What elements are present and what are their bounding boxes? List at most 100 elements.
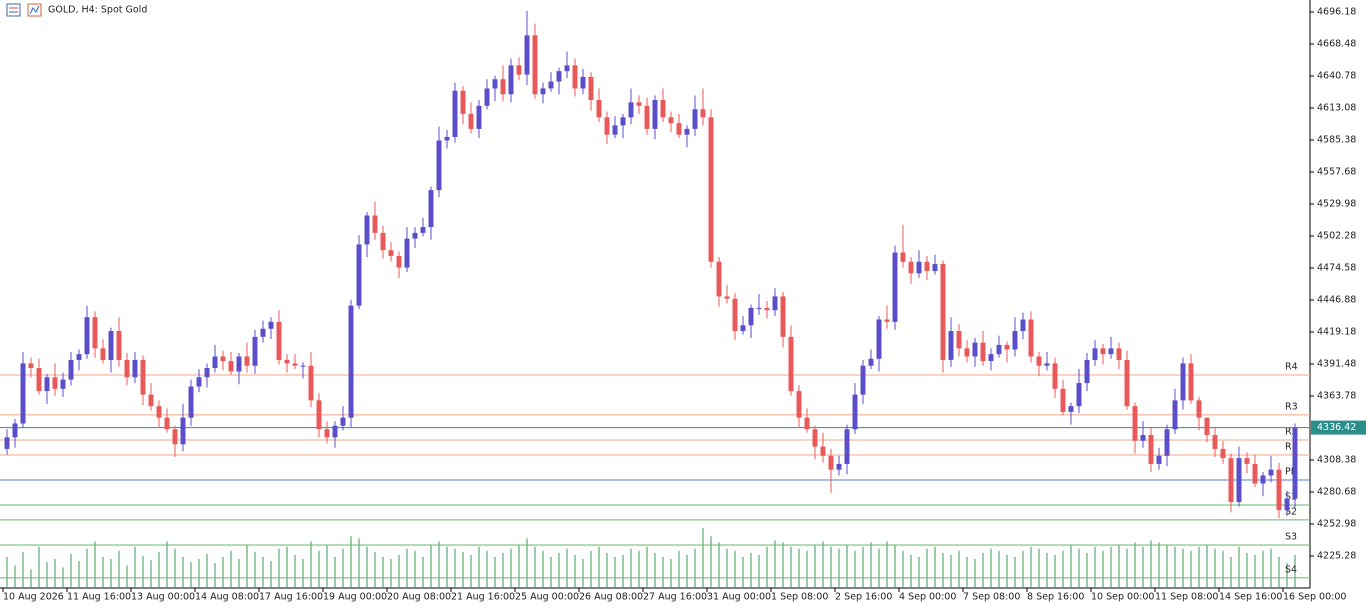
candle-body <box>324 429 330 438</box>
candle-body <box>236 356 242 372</box>
x-tick-label: 14 Aug 08:00 <box>195 592 259 603</box>
candle-body <box>668 117 674 124</box>
candle-body <box>636 102 642 106</box>
candle-body <box>300 365 306 367</box>
candle-body <box>1116 348 1122 360</box>
candle-body <box>644 105 650 129</box>
candle-body <box>612 125 618 135</box>
candle-body <box>676 123 682 135</box>
candle-body <box>108 331 114 360</box>
x-tick-label: 4 Sep 00:00 <box>899 592 956 603</box>
candle-body <box>260 328 266 337</box>
candle-body <box>1020 319 1026 332</box>
candle-body <box>700 109 706 118</box>
x-tick-label: 10 Sep 00:00 <box>1091 592 1154 603</box>
candle-body <box>156 406 162 418</box>
candle-body <box>308 365 314 401</box>
candle-body <box>716 261 722 297</box>
candle-body <box>708 117 714 262</box>
y-tick-label: 4502.28 <box>1317 231 1356 242</box>
x-tick-label: 25 Aug 00:00 <box>515 592 579 603</box>
candle-body <box>932 264 938 271</box>
candle-body <box>956 331 962 349</box>
candle-body <box>732 298 738 332</box>
candle-body <box>740 325 746 332</box>
candle-body <box>604 117 610 135</box>
x-tick-label: 16 Sep 00:00 <box>1283 592 1346 603</box>
candle-body <box>748 307 754 326</box>
y-tick-label: 4391.48 <box>1317 359 1356 370</box>
x-tick-label: 17 Aug 16:00 <box>259 592 323 603</box>
candle-body <box>900 252 906 262</box>
candle-body <box>1084 359 1090 384</box>
candle-body <box>684 128 690 135</box>
candle-body <box>940 264 946 360</box>
candle-body <box>84 317 90 355</box>
candle-body <box>204 368 210 378</box>
candle-body <box>996 344 1002 355</box>
x-tick-label: 13 Aug 00:00 <box>131 592 195 603</box>
pivot-label: S2 <box>1285 506 1297 517</box>
candle-body <box>76 354 82 360</box>
candle-body <box>868 358 874 366</box>
y-tick-label: 4446.88 <box>1317 295 1356 306</box>
candle-body <box>1228 458 1234 503</box>
candle-body <box>44 377 50 392</box>
x-tick-label: 19 Aug 00:00 <box>323 592 387 603</box>
y-tick-label: 4640.78 <box>1317 71 1356 82</box>
candle-body <box>284 359 290 364</box>
candle-body <box>1068 406 1074 412</box>
candle-body <box>508 65 514 95</box>
candle-body <box>1164 429 1170 456</box>
candle-body <box>924 261 930 271</box>
candle-body <box>812 429 818 447</box>
candle-body <box>572 65 578 89</box>
candle-body <box>1148 435 1154 464</box>
candle-body <box>1292 427 1298 499</box>
candle-body <box>548 81 554 89</box>
candle-body <box>1236 458 1242 503</box>
candle-body <box>60 379 66 389</box>
candle-body <box>540 88 546 95</box>
candle-body <box>412 232 418 239</box>
y-tick-label: 4613.08 <box>1317 103 1356 114</box>
candle-body <box>1196 400 1202 418</box>
candle-body <box>356 244 362 306</box>
candle-body <box>148 394 154 407</box>
candle-body <box>372 215 378 233</box>
y-tick-label: 4308.38 <box>1317 455 1356 466</box>
pivot-label: R2 <box>1285 426 1298 437</box>
candle-body <box>164 417 170 430</box>
x-tick-label: 7 Sep 08:00 <box>963 592 1020 603</box>
candle-body <box>484 88 490 106</box>
candle-body <box>1140 435 1146 441</box>
candle-body <box>268 321 274 329</box>
candle-body <box>780 296 786 337</box>
candle-body <box>196 377 202 387</box>
candle-body <box>28 363 34 369</box>
candle-body <box>476 105 482 129</box>
candle-body <box>876 319 882 359</box>
candle-body <box>100 348 106 360</box>
candle-body <box>964 348 970 357</box>
candle-body <box>628 102 634 118</box>
chart-title: GOLD, H4: Spot Gold <box>48 5 147 16</box>
candle-body <box>1124 359 1130 407</box>
candle-body <box>1052 363 1058 389</box>
x-tick-label: 2 Sep 16:00 <box>835 592 892 603</box>
pivot-label: S3 <box>1285 532 1297 543</box>
candle-body <box>348 305 354 418</box>
x-tick-label: 11 Aug 16:00 <box>67 592 131 603</box>
candle-body <box>244 356 250 366</box>
x-tick-label: 14 Sep 16:00 <box>1219 592 1282 603</box>
candle-body <box>1132 406 1138 441</box>
y-tick-label: 4557.68 <box>1317 167 1356 178</box>
candle-body <box>1268 469 1274 476</box>
icon-line <box>29 5 40 15</box>
candle-body <box>452 90 458 137</box>
x-tick-label: 20 Aug 08:00 <box>387 592 451 603</box>
candle-body <box>1204 417 1210 436</box>
x-tick-label: 31 Aug 00:00 <box>707 592 771 603</box>
x-tick-label: 26 Aug 08:00 <box>579 592 643 603</box>
candle-body <box>756 307 762 309</box>
